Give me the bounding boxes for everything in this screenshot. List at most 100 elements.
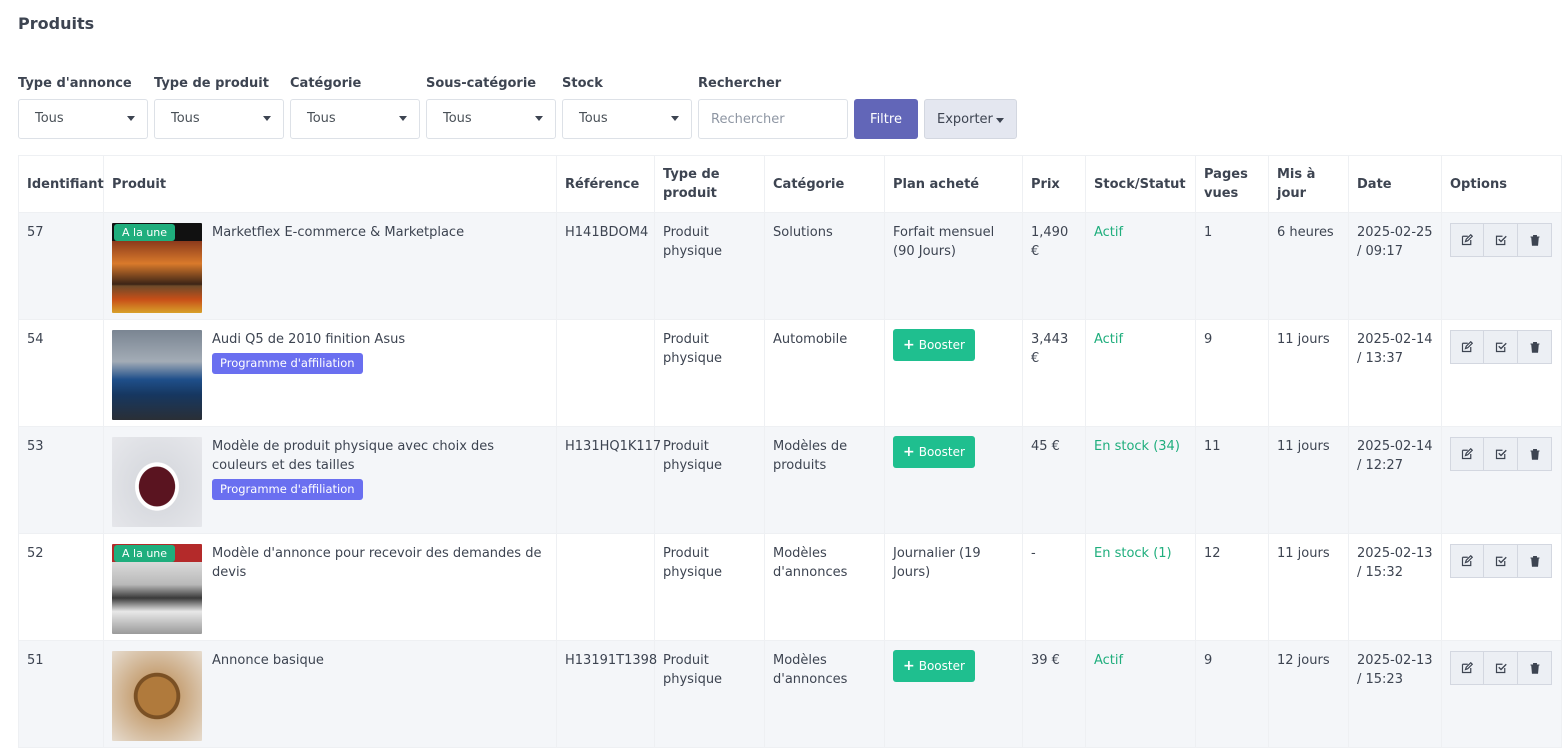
product-title-link[interactable]: Modèle de produit physique avec choix de… [212, 439, 495, 473]
category-label: Catégorie [290, 76, 362, 91]
trash-icon [1530, 663, 1539, 674]
product-thumbnail[interactable] [112, 437, 202, 527]
delete-button[interactable] [1518, 437, 1552, 471]
col-header-product[interactable]: Produit [103, 155, 557, 213]
product-title-link[interactable]: Annonce basique [212, 653, 324, 668]
product-type-label: Type de produit [154, 76, 269, 91]
cell-product: A la une Modèle d'annonce pour recevoir d… [103, 533, 557, 641]
booster-label: Booster [918, 659, 965, 673]
edit-button[interactable] [1450, 437, 1484, 471]
approve-button[interactable] [1484, 330, 1518, 364]
subcategory-select[interactable]: Tous [426, 99, 556, 139]
cell-options [1441, 426, 1562, 534]
col-header-plan[interactable]: Plan acheté [884, 155, 1023, 213]
delete-button[interactable] [1518, 330, 1552, 364]
export-button[interactable]: Exporter [924, 99, 1017, 139]
status-text: En stock (1) [1094, 546, 1172, 561]
check-square-icon [1495, 449, 1507, 460]
cell-product: Audi Q5 de 2010 finition Asus Programme d… [103, 319, 557, 427]
table-row: 57 A la une Marketflex E-commerce & Market… [18, 212, 1562, 320]
product-title-link[interactable]: Audi Q5 de 2010 finition Asus [212, 332, 406, 347]
col-header-date[interactable]: Date [1348, 155, 1442, 213]
status-text: En stock (34) [1094, 439, 1180, 454]
cell-category: Modèles de produits [764, 426, 885, 534]
edit-button[interactable] [1450, 651, 1484, 685]
table-row: 52 A la une Modèle d'annonce pour recevoir… [18, 533, 1562, 641]
edit-button[interactable] [1450, 223, 1484, 257]
booster-button[interactable]: + Booster [893, 650, 975, 682]
search-input[interactable] [698, 99, 848, 139]
cell-status: En stock (1) [1085, 533, 1196, 641]
approve-button[interactable] [1484, 223, 1518, 257]
category-select[interactable]: Tous [290, 99, 420, 139]
approve-button[interactable] [1484, 437, 1518, 471]
cell-plan: + Booster [884, 319, 1023, 427]
table-row: 54 Audi Q5 de 2010 finition Asus Programme… [18, 319, 1562, 427]
col-header-updated[interactable]: Mis à jour [1268, 155, 1349, 213]
check-square-icon [1495, 556, 1507, 567]
cell-category: Solutions [764, 212, 885, 320]
table-row: 53 Modèle de produit physique avec choix … [18, 426, 1562, 534]
product-title-link[interactable]: Modèle d'annonce pour recevoir des deman… [212, 546, 542, 580]
cell-id: 53 [18, 426, 104, 534]
page-title: Produits [18, 14, 95, 33]
delete-button[interactable] [1518, 651, 1552, 685]
product-title-link[interactable]: Marketflex E-commerce & Marketplace [212, 225, 465, 240]
cell-options [1441, 533, 1562, 641]
cell-options [1441, 640, 1562, 748]
row-actions [1450, 330, 1553, 364]
booster-button[interactable]: + Booster [893, 329, 975, 361]
product-thumbnail[interactable] [112, 651, 202, 741]
caret-down-icon [263, 116, 271, 121]
delete-button[interactable] [1518, 223, 1552, 257]
check-square-icon [1495, 342, 1507, 353]
cell-category: Modèles d'annonces [764, 640, 885, 748]
export-label: Exporter [937, 111, 993, 127]
delete-button[interactable] [1518, 544, 1552, 578]
subcategory-label: Sous-catégorie [426, 76, 537, 91]
cell-status: Actif [1085, 640, 1196, 748]
cell-category: Automobile [764, 319, 885, 427]
featured-badge: A la une [114, 224, 176, 241]
cell-plan: Forfait mensuel (90 Jours) [884, 212, 1023, 320]
affiliate-badge: Programme d'affiliation [212, 479, 363, 500]
cell-views: 1 [1195, 212, 1269, 320]
edit-button[interactable] [1450, 544, 1484, 578]
col-header-price[interactable]: Prix [1022, 155, 1086, 213]
status-text: Actif [1094, 653, 1124, 668]
booster-button[interactable]: + Booster [893, 436, 975, 468]
cell-category: Modèles d'annonces [764, 533, 885, 641]
cell-reference [556, 319, 655, 427]
caret-down-icon [399, 116, 407, 121]
col-header-views[interactable]: Pages vues [1195, 155, 1269, 213]
col-header-category[interactable]: Catégorie [764, 155, 885, 213]
cell-type: Produit physique [654, 426, 765, 534]
cell-plan: + Booster [884, 640, 1023, 748]
stock-select[interactable]: Tous [562, 99, 692, 139]
cell-date: 2025-02-13 / 15:23 [1348, 640, 1442, 748]
ad-type-label: Type d'annonce [18, 76, 132, 91]
filter-button[interactable]: Filtre [854, 99, 918, 139]
approve-button[interactable] [1484, 651, 1518, 685]
cell-type: Produit physique [654, 212, 765, 320]
cell-options [1441, 319, 1562, 427]
col-header-id[interactable]: Identifiant [18, 155, 104, 213]
approve-button[interactable] [1484, 544, 1518, 578]
status-text: Actif [1094, 332, 1124, 347]
cell-updated: 11 jours [1268, 533, 1349, 641]
product-type-select[interactable]: Tous [154, 99, 284, 139]
ad-type-select[interactable]: Tous [18, 99, 148, 139]
cell-type: Produit physique [654, 640, 765, 748]
product-thumbnail[interactable]: A la une [112, 223, 202, 313]
col-header-reference[interactable]: Référence [556, 155, 655, 213]
col-header-type[interactable]: Type de produit [654, 155, 765, 213]
product-thumbnail[interactable]: A la une [112, 544, 202, 634]
cell-price: 39 € [1022, 640, 1086, 748]
product-thumbnail[interactable] [112, 330, 202, 420]
col-header-options: Options [1441, 155, 1562, 213]
booster-label: Booster [918, 445, 965, 459]
edit-button[interactable] [1450, 330, 1484, 364]
cell-price: 3,443 € [1022, 319, 1086, 427]
col-header-status[interactable]: Stock/Statut [1085, 155, 1196, 213]
trash-icon [1530, 235, 1539, 246]
